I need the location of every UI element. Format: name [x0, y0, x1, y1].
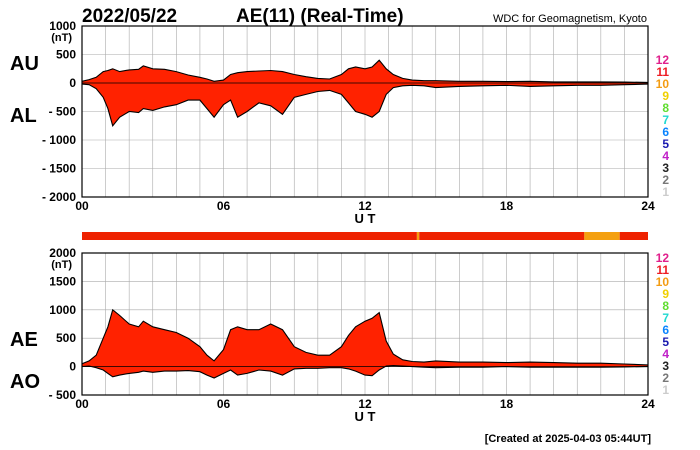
x-axis-label: U T — [355, 409, 376, 424]
legend-item-3: 3 — [662, 359, 669, 373]
legend-item-12: 12 — [656, 251, 670, 265]
y-unit-label: (nT) — [51, 32, 72, 44]
legend-item-8: 8 — [662, 299, 669, 313]
ae-ao-panel: 2000 1500 1000 500 0 - 500 (nT) 00 06 12 18 24 U T AE… — [10, 246, 655, 424]
data-status-bar — [82, 232, 648, 240]
y-tick-label: 500 — [56, 48, 76, 62]
status-segment — [419, 232, 585, 240]
x-tick-label: 24 — [641, 397, 655, 411]
legend-item-10: 10 — [656, 275, 670, 289]
au-series-line — [81, 59, 649, 83]
date-title: 2022/05/22 — [82, 6, 177, 27]
ao-series-line — [81, 364, 649, 379]
y-tick-label: - 2000 — [42, 190, 76, 204]
ae-ao-filled-area — [82, 309, 648, 378]
legend-item-6: 6 — [662, 323, 669, 337]
au-al-panel: 1000 500 0 - 500 - 1000 - 1500 - 2000 (nT) 00 06 1… — [10, 19, 655, 226]
y-tick-label: 0 — [69, 360, 76, 374]
x-tick-label: 12 — [358, 199, 372, 213]
x-tick-label: 18 — [500, 199, 514, 213]
legend-item-6: 6 — [662, 125, 669, 139]
status-segment — [619, 232, 648, 240]
legend-item-11: 11 — [656, 65, 669, 79]
legend-item-9: 9 — [662, 89, 669, 103]
legend-item-1: 1 — [662, 185, 669, 199]
status-segment — [584, 232, 620, 240]
au-al-filled-area — [82, 60, 648, 126]
y-tick-label: - 500 — [49, 388, 77, 402]
legend-item-10: 10 — [656, 77, 670, 91]
ae-series-line — [81, 308, 649, 366]
legend-item-2: 2 — [662, 173, 669, 187]
plot-frame — [81, 25, 649, 198]
y-tick-label: 1500 — [49, 274, 76, 288]
x-tick-label: 12 — [358, 397, 372, 411]
legend-item-4: 4 — [662, 347, 669, 361]
y-tick-label: 2000 — [49, 246, 76, 260]
x-tick-label: 06 — [217, 199, 231, 213]
x-tick-label: 18 — [500, 397, 514, 411]
x-tick-label: 00 — [75, 199, 89, 213]
legend-item-5: 5 — [662, 137, 669, 151]
y-tick-label: 0 — [69, 76, 76, 90]
series-label-au: AU — [10, 53, 39, 75]
y-tick-label: 1000 — [49, 19, 76, 33]
y-tick-label: 500 — [56, 331, 76, 345]
plot-frame — [81, 252, 649, 396]
created-timestamp: [Created at 2025-04-03 05:44UT] — [485, 433, 652, 445]
legend-item-9: 9 — [662, 287, 669, 301]
legend-item-11: 11 — [656, 263, 669, 277]
legend-item-1: 1 — [662, 383, 669, 397]
status-segment — [82, 232, 417, 240]
legend-item-8: 8 — [662, 101, 669, 115]
series-label-al: AL — [10, 105, 37, 127]
legend-item-5: 5 — [662, 335, 669, 349]
legend-item-2: 2 — [662, 371, 669, 385]
chart-title: AE(11) (Real-Time) — [236, 6, 404, 27]
y-tick-label: - 1500 — [42, 162, 76, 176]
y-tick-label: - 1000 — [42, 133, 76, 147]
legend-item-3: 3 — [662, 161, 669, 175]
legend-item-7: 7 — [662, 113, 669, 127]
series-label-ao: AO — [10, 371, 40, 393]
y-tick-label: - 500 — [49, 105, 77, 119]
al-series-line — [81, 83, 649, 127]
x-axis-label: U T — [355, 211, 376, 226]
series-label-ae: AE — [10, 329, 38, 351]
x-tick-label: 24 — [641, 199, 655, 213]
x-tick-label: 06 — [217, 397, 231, 411]
credit-text: WDC for Geomagnetism, Kyoto — [493, 13, 647, 25]
y-tick-label: 1000 — [49, 303, 76, 317]
y-unit-label: (nT) — [51, 259, 72, 271]
x-tick-label: 00 — [75, 397, 89, 411]
legend-item-4: 4 — [662, 149, 669, 163]
legend-item-7: 7 — [662, 311, 669, 325]
legend-item-12: 12 — [656, 53, 670, 67]
status-segment — [416, 232, 420, 240]
